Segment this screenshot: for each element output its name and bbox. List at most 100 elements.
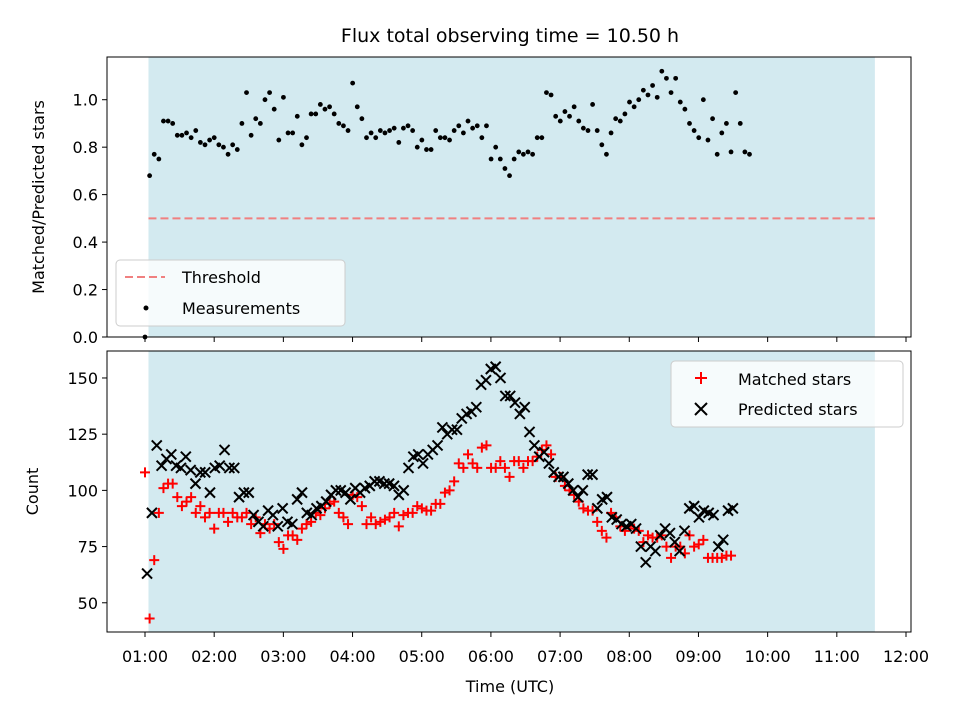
measurement-point (433, 128, 439, 133)
matched-point (689, 541, 700, 552)
predicted-point (523, 426, 536, 438)
predicted-point (402, 462, 415, 474)
bottom-y-axis-label: Count (23, 468, 42, 516)
measurement-point (387, 128, 392, 133)
measurement-point (747, 151, 752, 157)
legend-measurements-label: Measurements (182, 299, 300, 318)
top-y-tick-label: 0.2 (73, 281, 98, 300)
measurement-point (710, 116, 715, 122)
measurement-point (382, 130, 388, 136)
measurement-point (354, 104, 360, 110)
top-y-tick-label: 1.0 (73, 91, 98, 110)
predicted-point (480, 374, 492, 386)
measurement-point (151, 151, 157, 157)
predicted-point (213, 459, 226, 472)
predicted-point (577, 484, 589, 497)
matched-point (499, 462, 510, 473)
measurement-point (604, 151, 609, 157)
measurement-point (700, 97, 706, 103)
predicted-point (397, 484, 410, 497)
measurement-point (327, 104, 332, 110)
predicted-point (330, 484, 342, 497)
measurement-point (239, 121, 245, 126)
measurement-point (207, 137, 213, 143)
measurement-point (677, 99, 683, 105)
measurement-point (664, 75, 669, 81)
measurement-point (474, 123, 480, 129)
measurement-point (645, 92, 651, 98)
matched-point (407, 507, 418, 518)
matched-point (204, 507, 215, 518)
predicted-point (712, 540, 725, 553)
matched-point (186, 492, 197, 503)
measurement-point (299, 142, 305, 148)
matched-point (490, 462, 501, 473)
measurement-point (687, 121, 692, 126)
measurement-point (267, 90, 272, 95)
predicted-point (567, 484, 579, 497)
predicted-point (664, 527, 676, 539)
measurement-point (599, 142, 605, 148)
x-tick-label: 10:00 (745, 647, 791, 666)
matched-point (693, 539, 704, 550)
matched-point (463, 449, 474, 460)
predicted-point (155, 459, 168, 472)
matched-point (181, 496, 192, 507)
matched-point (389, 507, 400, 518)
top-frame (106, 56, 912, 338)
legend-matched-label: Matched stars (738, 370, 851, 389)
measurement-point (613, 116, 619, 122)
predicted-point (591, 502, 604, 515)
measurement-point (548, 92, 554, 98)
matched-point (246, 519, 257, 530)
measurement-point (271, 106, 277, 112)
matched-point (356, 501, 367, 512)
x-tick-label: 08:00 (606, 647, 652, 666)
measurement-point (359, 116, 365, 122)
matched-point (666, 552, 677, 563)
measurement-point (290, 130, 296, 136)
predicted-point (296, 486, 308, 499)
predicted-point (717, 534, 729, 546)
predicted-point (339, 486, 352, 499)
measurement-point (294, 113, 300, 119)
measurement-point (437, 135, 443, 141)
matched-point (467, 458, 478, 469)
measurement-point (608, 130, 614, 136)
measurement-point (737, 121, 743, 126)
predicted-point (320, 495, 332, 508)
count-points (140, 361, 739, 624)
measurement-point (281, 94, 286, 100)
predicted-point (388, 480, 400, 492)
measurement-point (493, 144, 499, 150)
measurement-point (391, 125, 397, 131)
measurement-point (313, 111, 319, 117)
matched-point (343, 519, 354, 530)
measurement-point (262, 97, 268, 103)
matched-point (642, 530, 653, 541)
measurement-point (534, 135, 540, 141)
matched-point (444, 485, 455, 496)
matched-point (449, 476, 460, 487)
predicted-point (267, 509, 279, 521)
matched-point (190, 507, 201, 518)
measurement-point (456, 123, 462, 129)
measurement-point (447, 137, 452, 143)
bottom-legend-box (670, 360, 904, 428)
matched-point (398, 510, 409, 521)
chart-title: Flux total observing time = 10.50 h (341, 25, 679, 47)
predicted-point (470, 401, 482, 413)
measurement-point (276, 137, 282, 143)
predicted-point (189, 477, 202, 490)
measurement-point (442, 135, 448, 141)
matched-point (370, 519, 381, 530)
predicted-point (291, 493, 303, 506)
matched-point (140, 467, 150, 478)
matched-point (172, 492, 183, 503)
predicted-point (378, 477, 391, 490)
measurement-points (142, 68, 752, 340)
predicted-point (199, 466, 211, 479)
predicted-point (175, 462, 187, 474)
